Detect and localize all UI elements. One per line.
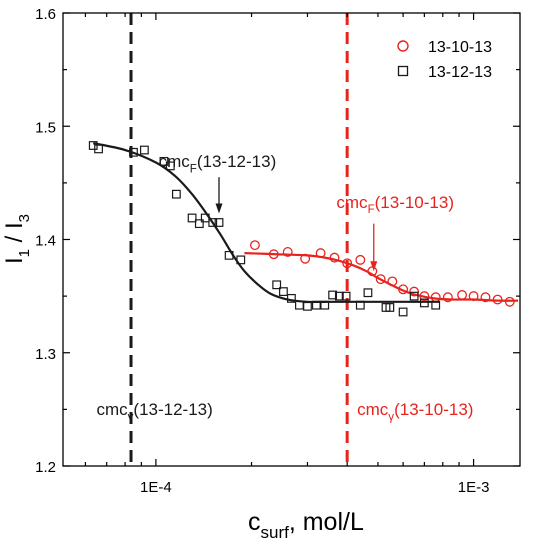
- point-13-12-13-24: [355, 300, 365, 310]
- point-13-12-13-7: [187, 213, 197, 223]
- point-13-12-13-1: [94, 144, 103, 154]
- point-13-10-13-1: [268, 249, 279, 260]
- legend-label-13-12-13: 13-12-13: [428, 64, 492, 81]
- point-13-10-13-7: [355, 254, 366, 265]
- annotation-label-0: cmcF(13-12-13): [159, 152, 277, 175]
- x-tick-label-1: 1E-3: [458, 479, 490, 496]
- point-13-12-13-23: [341, 291, 351, 301]
- point-13-12-13-29: [409, 291, 419, 301]
- data-points: [88, 141, 515, 317]
- point-13-10-13-9: [375, 274, 386, 285]
- x-axis-title: csurf, mol/L: [248, 508, 364, 542]
- point-13-10-13-10: [387, 276, 398, 287]
- point-13-12-13-27: [385, 303, 395, 312]
- point-13-12-13-10: [208, 218, 218, 227]
- point-13-12-13-11: [214, 218, 224, 227]
- point-13-12-13-20: [320, 300, 330, 310]
- point-13-12-13-22: [334, 291, 344, 301]
- point-13-12-13-28: [398, 307, 408, 317]
- reference-lines: cmcγ(13-12-13) cmcγ(13-10-13): [96, 13, 473, 466]
- fit-curve-13-12-13: [93, 142, 440, 304]
- point-13-12-13-16: [286, 293, 296, 303]
- x-tick-label-0: 1E-4: [140, 479, 172, 496]
- legend: 13-10-13 13-12-13: [397, 39, 492, 81]
- point-13-12-13-6: [171, 189, 181, 199]
- point-13-10-13-5: [329, 252, 340, 263]
- point-13-12-13-2: [129, 147, 138, 157]
- reference-label-1: cmcγ(13-10-13): [357, 400, 473, 423]
- point-13-12-13-12: [224, 250, 234, 260]
- point-13-12-13-15: [279, 287, 288, 296]
- reference-label-0: cmcγ(13-12-13): [96, 400, 212, 423]
- y-tick-label-4: 1.6: [35, 6, 56, 23]
- point-13-12-13-18: [303, 301, 312, 311]
- axis-titles: csurf, mol/L I1 / I3: [1, 214, 364, 542]
- annotation-arrowhead-0: [215, 203, 223, 214]
- y-tick-label-3: 1.5: [35, 119, 56, 136]
- point-13-10-13-15: [442, 292, 453, 303]
- y-tick-label-1: 1.3: [35, 346, 56, 363]
- annotation-label-1: cmcF(13-10-13): [336, 193, 454, 216]
- legend-label-13-10-13: 13-10-13: [428, 39, 492, 56]
- point-13-12-13-9: [200, 213, 210, 223]
- annotation-arrowhead-1: [370, 261, 378, 272]
- point-13-12-13-5: [165, 161, 175, 171]
- point-13-10-13-6: [342, 258, 353, 269]
- point-13-12-13-21: [328, 290, 338, 300]
- point-13-12-13-8: [194, 219, 204, 229]
- y-tick-label-0: 1.2: [35, 459, 56, 476]
- point-13-10-13-3: [300, 253, 311, 264]
- point-13-10-13-18: [480, 292, 491, 303]
- axes-ticks: 1.2 1.3 1.4 1.5 1.6 1E-4 1E-3: [35, 6, 520, 496]
- y-tick-label-2: 1.4: [35, 233, 56, 250]
- annotations: cmcF(13-12-13) cmcF(13-10-13): [159, 152, 454, 272]
- point-13-10-13-2: [282, 247, 293, 257]
- point-13-12-13-14: [272, 280, 282, 290]
- legend-marker-13-10-13: [397, 40, 409, 52]
- fit-curves: [93, 142, 519, 304]
- point-13-10-13-12: [409, 286, 420, 297]
- point-13-12-13-4: [159, 156, 169, 166]
- point-13-12-13-3: [139, 145, 149, 155]
- point-13-12-13-30: [419, 298, 429, 308]
- y-axis-title: I1 / I3: [1, 214, 33, 264]
- point-13-10-13-17: [468, 291, 479, 302]
- point-13-12-13-19: [311, 300, 321, 310]
- point-13-10-13-4: [315, 248, 326, 259]
- point-13-10-13-20: [504, 296, 515, 307]
- legend-marker-13-12-13: [397, 65, 409, 77]
- point-13-10-13-13: [419, 291, 430, 302]
- point-13-12-13-13: [236, 255, 246, 265]
- point-13-12-13-31: [431, 300, 441, 310]
- point-13-10-13-11: [398, 284, 409, 295]
- point-13-10-13-0: [249, 240, 260, 251]
- point-13-10-13-16: [457, 290, 468, 300]
- point-13-12-13-25: [363, 288, 373, 298]
- point-13-10-13-19: [492, 294, 503, 305]
